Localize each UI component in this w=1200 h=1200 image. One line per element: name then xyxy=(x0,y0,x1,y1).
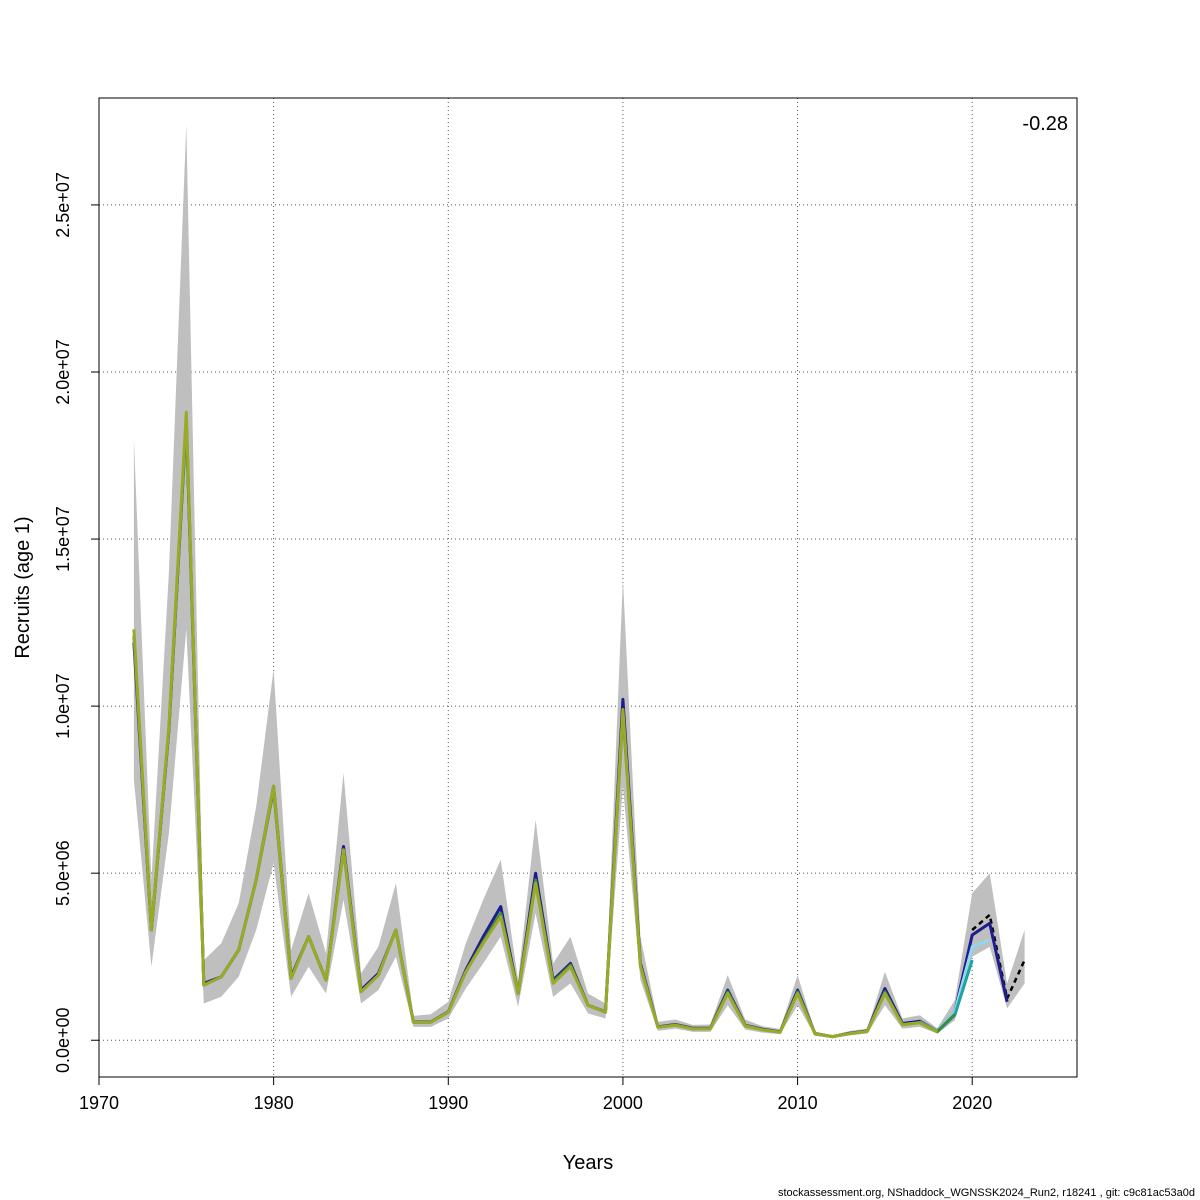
grid xyxy=(98,98,1077,1077)
y-tick-label-5.0e+06: 5.0e+06 xyxy=(53,840,73,906)
x-tick-label-2000: 2000 xyxy=(603,1093,643,1113)
x-tick-label-2010: 2010 xyxy=(778,1093,818,1113)
footer-credit: stockassessment.org, NShaddock_WGNSSK202… xyxy=(778,1187,1195,1199)
x-tick-label-1990: 1990 xyxy=(428,1093,468,1113)
y-tick-label-1.5e+07: 1.5e+07 xyxy=(53,506,73,572)
x-tick-label-1980: 1980 xyxy=(254,1093,294,1113)
confidence-band-area xyxy=(133,124,1025,1038)
x-axis-title: Years xyxy=(563,1152,613,1174)
x-tick-label-2020: 2020 xyxy=(952,1093,992,1113)
y-tick-label-0.0e+00: 0.0e+00 xyxy=(53,1007,73,1073)
y-tick-label-1.0e+07: 1.0e+07 xyxy=(53,673,73,739)
axes: 1970 1980 1990 2000 2010 2020 0.0e+00 5.0e+06 1.… xyxy=(53,172,992,1113)
confidence-band xyxy=(133,124,1025,1038)
y-axis-title: Recruits (age 1) xyxy=(12,516,34,658)
series-line-5 xyxy=(132,410,938,1039)
y-tick-label-2.0e+07: 2.0e+07 xyxy=(53,339,73,405)
y-tick-label-2.5e+07: 2.5e+07 xyxy=(53,172,73,238)
series-lines xyxy=(132,410,1026,1039)
x-tick-label-1970: 1970 xyxy=(79,1093,119,1113)
correlation-annotation: -0.28 xyxy=(1022,113,1068,135)
